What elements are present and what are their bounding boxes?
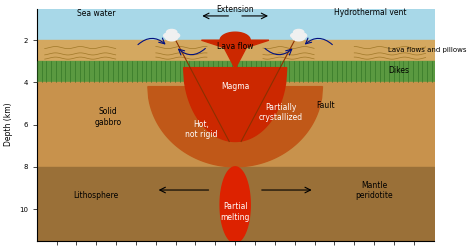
Text: Mantle
peridotite: Mantle peridotite: [355, 181, 393, 200]
Text: Hydrothermal vent: Hydrothermal vent: [334, 8, 406, 17]
Text: Sea water: Sea water: [77, 9, 116, 18]
Text: Hot,
not rigid: Hot, not rigid: [185, 120, 218, 139]
Polygon shape: [201, 40, 269, 69]
Text: Lava flows and pillows: Lava flows and pillows: [388, 47, 466, 53]
Circle shape: [166, 29, 177, 35]
Text: Extension: Extension: [216, 5, 254, 14]
Text: Partial
melting: Partial melting: [220, 202, 250, 222]
Text: Solid
gabbro: Solid gabbro: [95, 107, 122, 126]
Text: Lithosphere: Lithosphere: [73, 191, 119, 200]
Text: Dikes: Dikes: [388, 66, 409, 75]
Circle shape: [166, 35, 178, 41]
Polygon shape: [220, 167, 250, 243]
Text: Partially
crystallized: Partially crystallized: [259, 103, 303, 123]
Y-axis label: Depth (km): Depth (km): [4, 103, 13, 146]
Circle shape: [293, 29, 304, 35]
Polygon shape: [220, 32, 250, 40]
Circle shape: [170, 33, 180, 38]
Text: Magma: Magma: [221, 82, 249, 91]
Circle shape: [293, 35, 305, 41]
Circle shape: [164, 33, 173, 38]
Text: Lava flow: Lava flow: [217, 42, 254, 51]
Polygon shape: [148, 87, 322, 167]
Circle shape: [291, 33, 300, 38]
Circle shape: [297, 33, 307, 38]
Polygon shape: [183, 68, 287, 141]
Text: Fault: Fault: [317, 101, 335, 110]
